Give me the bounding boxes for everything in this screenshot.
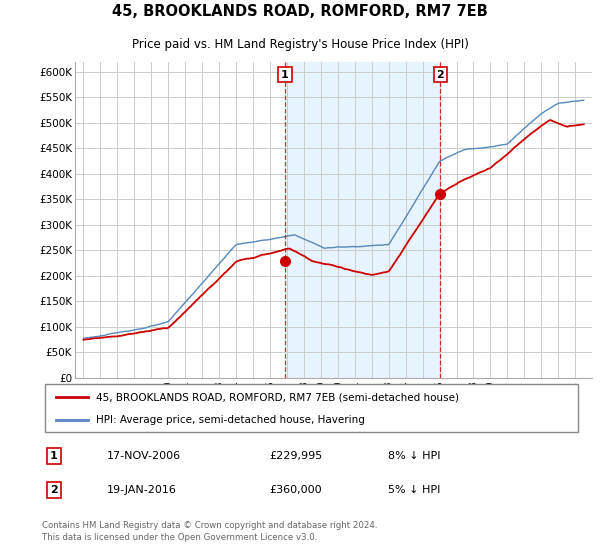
Bar [285, 62, 440, 378]
Text: 2: 2 [50, 485, 58, 495]
Text: 1: 1 [50, 451, 58, 461]
Text: 45, BROOKLANDS ROAD, ROMFORD, RM7 7EB (semi-detached house): 45, BROOKLANDS ROAD, ROMFORD, RM7 7EB (s… [96, 393, 459, 403]
Text: Contains HM Land Registry data © Crown copyright and database right 2024.
This d: Contains HM Land Registry data © Crown c… [42, 521, 377, 542]
Text: 5% ↓ HPI: 5% ↓ HPI [388, 485, 440, 495]
Text: 8% ↓ HPI: 8% ↓ HPI [388, 451, 440, 461]
Text: 2: 2 [437, 69, 445, 80]
Text: 1: 1 [281, 69, 289, 80]
Text: HPI: Average price, semi-detached house, Havering: HPI: Average price, semi-detached house,… [96, 414, 365, 424]
Text: 45, BROOKLANDS ROAD, ROMFORD, RM7 7EB: 45, BROOKLANDS ROAD, ROMFORD, RM7 7EB [112, 4, 488, 19]
FancyBboxPatch shape [45, 384, 578, 432]
Text: Price paid vs. HM Land Registry's House Price Index (HPI): Price paid vs. HM Land Registry's House … [131, 38, 469, 50]
Text: 19-JAN-2016: 19-JAN-2016 [107, 485, 176, 495]
Text: 17-NOV-2006: 17-NOV-2006 [107, 451, 181, 461]
Text: £360,000: £360,000 [269, 485, 322, 495]
Text: £229,995: £229,995 [269, 451, 322, 461]
